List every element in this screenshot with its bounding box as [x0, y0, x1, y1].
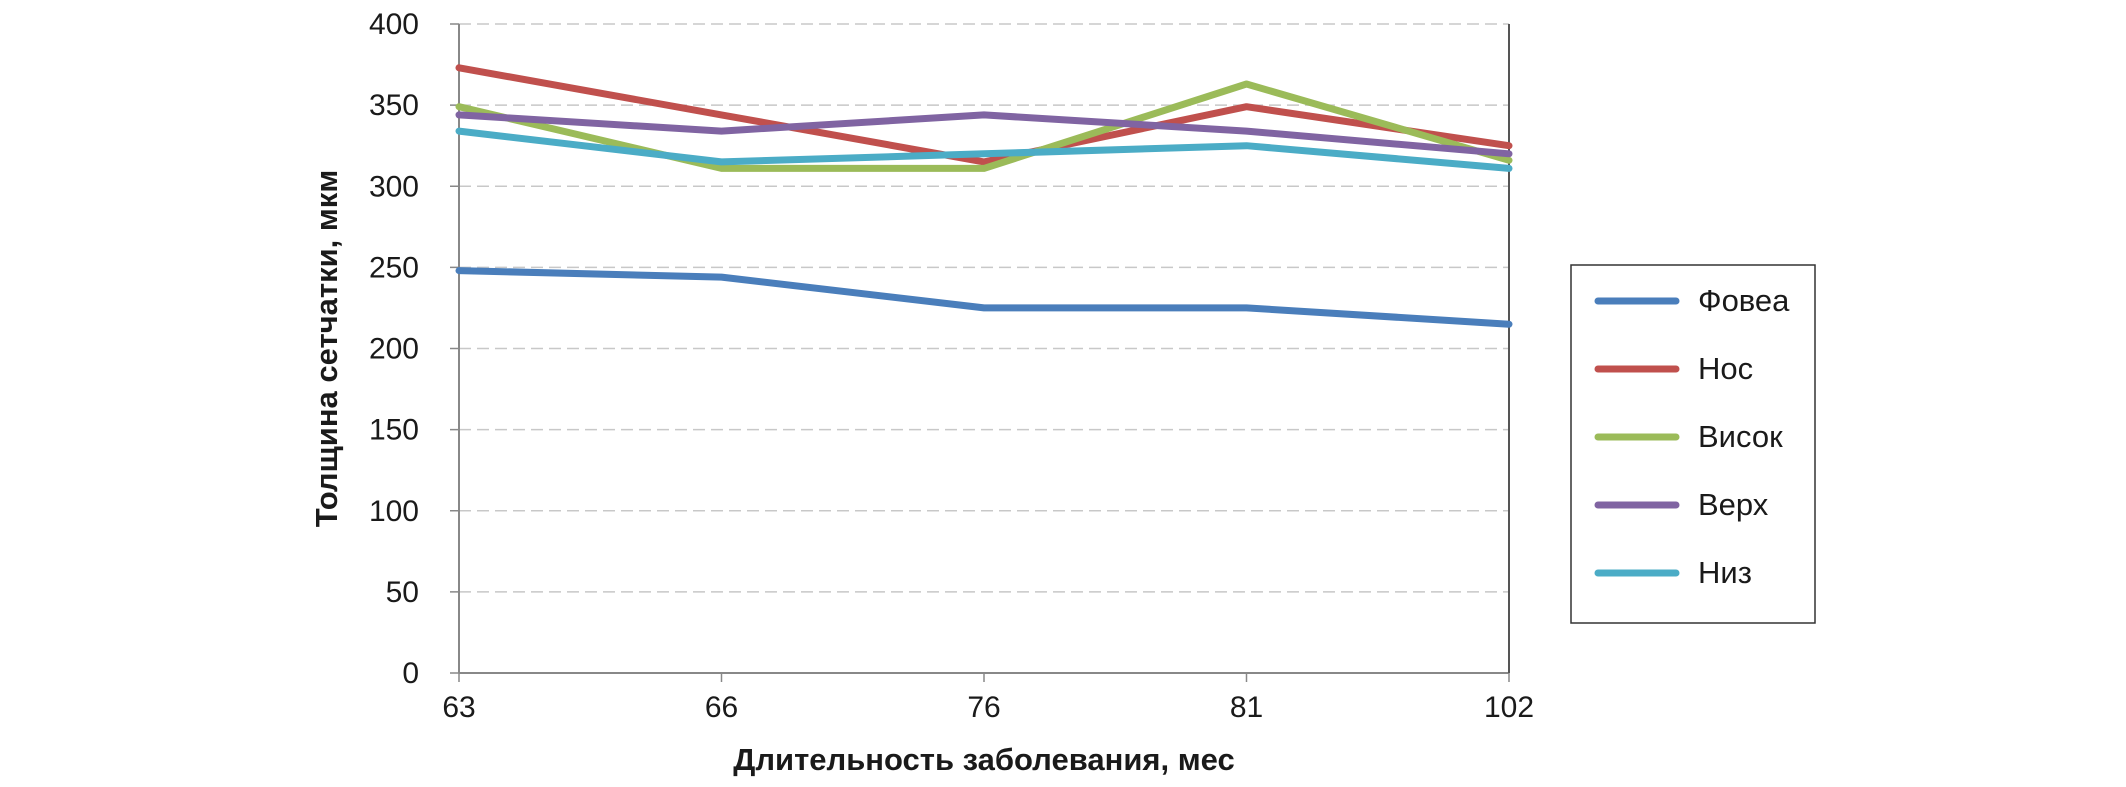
y-tick-labels: 0 50 100 150 200 250 300 350 400	[369, 8, 419, 690]
legend-label: Фовеа	[1698, 283, 1790, 318]
legend: Фовеа Нос Висок Верх Низ	[1570, 264, 1816, 624]
y-tick-label: 50	[386, 576, 419, 609]
y-tick-label: 400	[369, 8, 419, 41]
x-tick-label: 63	[442, 691, 475, 724]
x-tick-label: 81	[1230, 691, 1263, 724]
legend-label: Висок	[1698, 419, 1783, 454]
legend-box	[1570, 264, 1816, 624]
y-tick-label: 300	[369, 170, 419, 203]
y-tick-label: 200	[369, 333, 419, 366]
series-line	[455, 127, 1513, 172]
y-tick-label: 350	[369, 89, 419, 122]
y-tick-label: 100	[369, 495, 419, 528]
series-line	[455, 64, 1513, 166]
x-tick-labels: 63 66 76 81 102	[442, 691, 1534, 724]
x-tick-label: 76	[967, 691, 1000, 724]
y-tick-label: 150	[369, 414, 419, 447]
y-tick-label: 0	[402, 657, 419, 690]
series-line	[455, 267, 1513, 328]
grid-lines	[459, 23, 1509, 593]
y-tick-label: 250	[369, 251, 419, 284]
series-line	[455, 111, 1513, 158]
series-lines	[455, 64, 1513, 328]
legend-label: Низ	[1698, 555, 1752, 590]
x-tick-label: 102	[1484, 691, 1534, 724]
x-axis-title: Длительность заболевания, мес	[733, 742, 1234, 777]
legend-label: Нос	[1698, 351, 1753, 386]
y-axis-title: Толщина сетчатки, мкм	[309, 170, 344, 527]
legend-label: Верх	[1698, 487, 1769, 522]
x-tick-label: 66	[705, 691, 738, 724]
series-line	[455, 80, 1513, 172]
